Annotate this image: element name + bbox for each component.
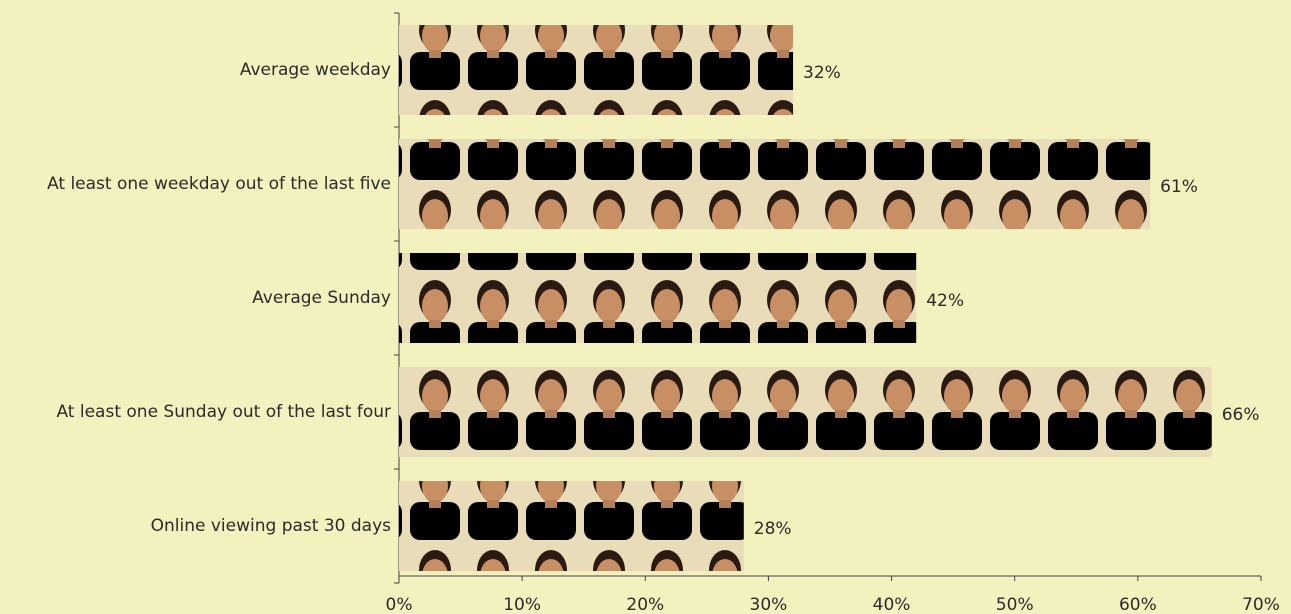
- bar: [399, 139, 1150, 229]
- chart: 0% 10% 20% 30% 40% 50% 60% 70% Average weekday 32…: [0, 0, 1291, 614]
- value-label: 32%: [803, 63, 841, 83]
- x-tick-label: 10%: [503, 595, 541, 614]
- x-tick-label: 40%: [873, 595, 911, 614]
- value-label: 66%: [1222, 405, 1260, 425]
- x-tick-label: 60%: [1119, 595, 1157, 614]
- x-tick-label: 30%: [750, 595, 788, 614]
- y-tick-label: Average weekday: [240, 60, 391, 80]
- y-tick-label: Online viewing past 30 days: [151, 516, 392, 536]
- bar: [399, 253, 916, 343]
- x-tick-label: 0%: [386, 595, 413, 614]
- bar: [399, 481, 744, 571]
- value-label: 61%: [1160, 177, 1198, 197]
- x-tick-label: 70%: [1242, 595, 1280, 614]
- x-tick-label: 50%: [996, 595, 1034, 614]
- value-label: 42%: [926, 291, 964, 311]
- value-label: 28%: [754, 519, 792, 539]
- x-tick-label: 20%: [626, 595, 664, 614]
- bar: [399, 25, 793, 115]
- y-tick-label: At least one Sunday out of the last four: [56, 402, 391, 422]
- y-tick-label: At least one weekday out of the last fiv…: [47, 174, 391, 194]
- plot-area: 0% 10% 20% 30% 40% 50% 60% 70% Average weekday 32…: [47, 13, 1280, 614]
- bar: [399, 367, 1212, 457]
- y-tick-label: Average Sunday: [252, 288, 391, 308]
